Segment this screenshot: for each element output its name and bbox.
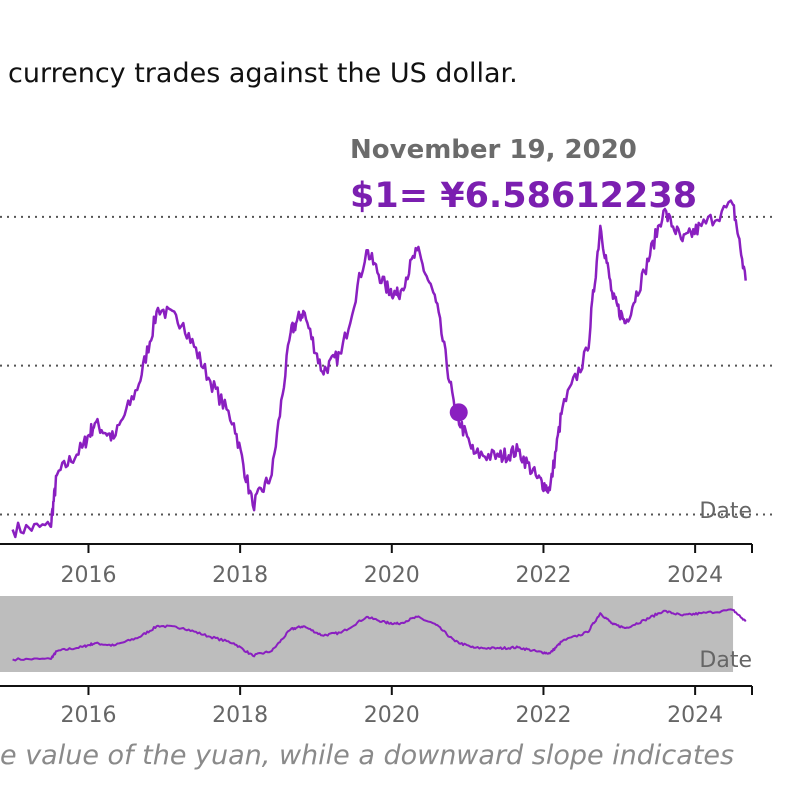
brush-x-tick-label: 2018	[212, 703, 268, 728]
x-tick-label: 2016	[60, 563, 116, 588]
brush-x-axis: 2016 2018 2020 2022 2024	[0, 685, 753, 728]
brush-x-tick-label: 2020	[364, 703, 420, 728]
brush-selection[interactable]	[0, 596, 734, 672]
series-line	[11, 199, 747, 539]
brush-x-tick-label: 2016	[60, 703, 116, 728]
caption-text: e value of the yuan, while a downward sl…	[0, 740, 735, 771]
x-tick-label: 2024	[667, 563, 723, 588]
gridlines	[0, 215, 775, 516]
range-brush[interactable]	[0, 596, 747, 672]
x-tick-label: 2020	[364, 563, 420, 588]
x-tick-label: 2022	[515, 563, 571, 588]
intro-text: currency trades against the US dollar.	[8, 58, 518, 89]
tooltip-point[interactable]	[449, 403, 468, 422]
tooltip-date: November 19, 2020	[350, 135, 637, 165]
brush-axis-title: Date	[699, 648, 752, 673]
brush-x-tick-label: 2022	[515, 703, 571, 728]
x-tick-label: 2018	[212, 563, 268, 588]
brush-x-tick-label: 2024	[667, 703, 723, 728]
overview-line	[12, 608, 747, 662]
tooltip-value: $1= ¥6.58612238	[350, 176, 697, 216]
main-plot[interactable]	[11, 199, 747, 539]
x-axis-title: Date	[699, 499, 752, 524]
x-axis: 2016 2018 2020 2022 2024	[0, 543, 753, 588]
